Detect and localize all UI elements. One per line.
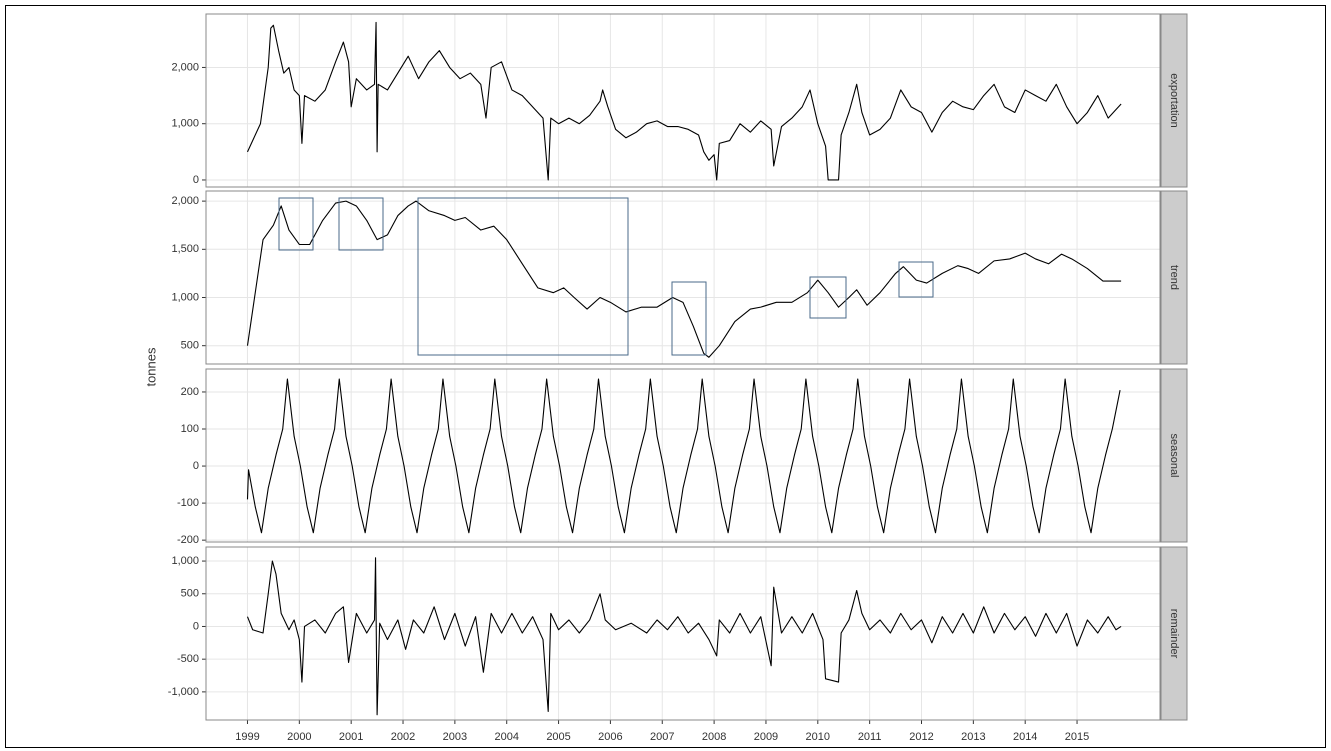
strip-label: seasonal [1168,433,1180,477]
panel-border [205,13,1161,188]
panel-background [206,547,1160,720]
y-tick-label: -200 [177,534,199,546]
x-tick-label: 2000 [287,731,311,743]
x-tick-label: 2006 [598,731,622,743]
panel-border [205,546,1161,721]
x-tick-label: 2002 [391,731,415,743]
strip [1160,13,1188,188]
y-tick-label: -100 [177,497,199,509]
strip [1160,190,1188,365]
data-line [246,200,1122,358]
data-line [246,557,1122,716]
y-tick-label: 0 [193,620,199,632]
highlight-box [278,197,314,251]
x-tick-label: 2011 [858,731,882,743]
strip [1160,368,1188,543]
strip [1160,546,1188,721]
x-tick-label: 2010 [806,731,830,743]
y-tick-label: 0 [193,174,199,186]
data-line [246,378,1121,534]
panel-background [206,14,1160,187]
strip-label: trend [1168,265,1180,290]
y-tick-label: 2,000 [171,195,199,207]
x-tick-label: 2012 [909,731,933,743]
panel-border [205,190,1161,365]
annotation-boxes [278,197,934,356]
panel-border [205,368,1161,543]
frame [5,5,1326,748]
y-tick-label: 2,000 [171,61,199,73]
highlight-box [671,281,707,356]
x-tick-label: 2005 [546,731,570,743]
y-tick-label: 1,000 [171,555,199,567]
y-tick-label: 100 [181,423,199,435]
data-line [246,21,1122,181]
y-tick-label: 1,000 [171,118,199,130]
x-tick-label: 2003 [443,731,467,743]
highlight-box [417,197,629,356]
y-tick-label: 500 [181,340,199,352]
x-tick-label: 2013 [961,731,985,743]
x-tick-label: 1999 [235,731,259,743]
strip-label: remainder [1168,609,1180,659]
panel-background [206,191,1160,364]
x-tick-label: 2015 [1065,731,1089,743]
y-tick-label: -1,000 [168,686,199,698]
panel-background [206,369,1160,542]
strip-label: exportation [1168,73,1180,127]
highlight-box [338,197,384,251]
y-tick-label: 1,500 [171,243,199,255]
panels: 0 1,000 2,000 exportation 500 1,000 1,500 2,000… [168,13,1188,743]
highlight-box [809,276,847,319]
y-tick-label: 1,000 [171,291,199,303]
y-tick-label: 0 [193,460,199,472]
x-tick-label: 2007 [650,731,674,743]
y-tick-label: 500 [181,588,199,600]
x-tick-label: 2014 [1013,731,1037,743]
y-tick-label: 200 [181,386,199,398]
y-axis-label: tonnes [143,347,158,387]
x-tick-label: 2008 [702,731,726,743]
x-tick-label: 2004 [494,731,518,743]
x-tick-label: 2009 [754,731,778,743]
highlight-box [898,261,934,298]
x-tick-label: 2001 [339,731,363,743]
y-tick-label: -500 [177,653,199,665]
